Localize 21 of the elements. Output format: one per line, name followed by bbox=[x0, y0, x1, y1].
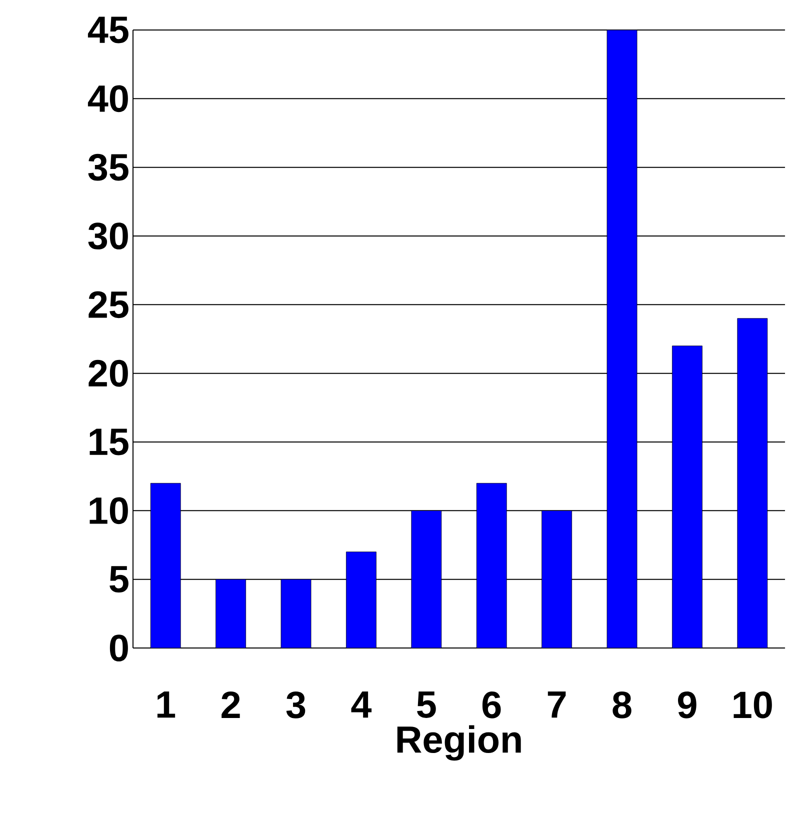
x-axis-title: Region bbox=[397, 725, 521, 761]
x-tick-label: 4 bbox=[351, 692, 372, 718]
y-tick-label: 25 bbox=[88, 291, 128, 318]
x-tick-label: 7 bbox=[548, 692, 566, 718]
x-tick-label: 9 bbox=[678, 692, 696, 718]
y-tick-label: 35 bbox=[88, 154, 128, 181]
y-tick-label: 45 bbox=[88, 16, 128, 44]
x-tick-label: 8 bbox=[612, 692, 632, 718]
y-tick-label: 40 bbox=[88, 85, 128, 112]
y-tick-label: 20 bbox=[88, 360, 128, 387]
x-tick-label: 6 bbox=[482, 692, 501, 718]
y-tick-label: 30 bbox=[88, 222, 128, 250]
y-tick-label: 15 bbox=[90, 428, 128, 456]
x-tick-label: 5 bbox=[417, 692, 436, 718]
y-tick-label: 0 bbox=[110, 634, 128, 662]
y-tick-label: 5 bbox=[110, 566, 128, 593]
x-tick-label: 2 bbox=[222, 692, 240, 718]
x-tick-label: 3 bbox=[286, 692, 306, 718]
y-tick-label: 10 bbox=[90, 497, 128, 524]
x-tick-label: 1 bbox=[157, 692, 176, 718]
x-tick-label: 10 bbox=[734, 692, 772, 718]
